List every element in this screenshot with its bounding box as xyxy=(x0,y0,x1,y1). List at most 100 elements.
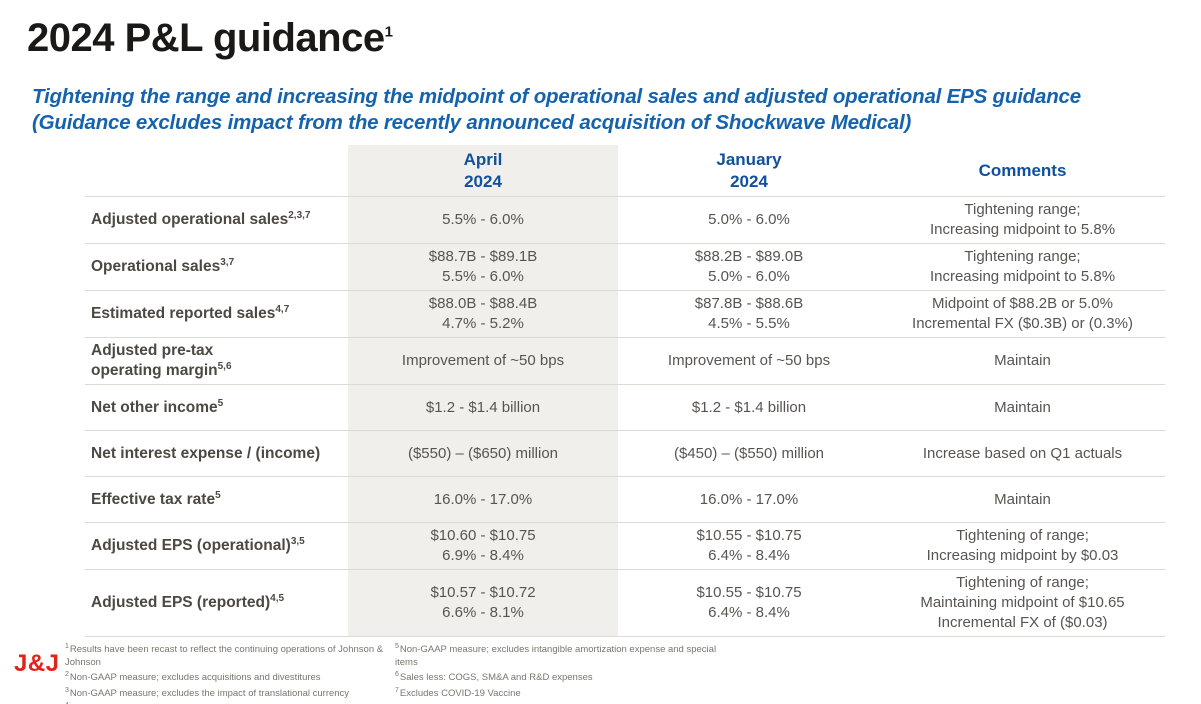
cell-january-2024: 5.0% - 6.0% xyxy=(618,207,880,233)
row-label: Net other income5 xyxy=(85,395,348,421)
page-title: 2024 P&L guidance1 xyxy=(27,16,393,61)
header-empty-cell xyxy=(85,168,348,174)
row-label: Adjusted EPS (operational)3,5 xyxy=(85,533,348,559)
row-label-text: Effective tax rate xyxy=(91,490,216,508)
footnote-marker: 5 xyxy=(395,643,399,650)
table-row: Adjusted pre-tax operating margin5,6 Impro… xyxy=(85,337,1165,384)
row-label-text: Adjusted EPS (operational) xyxy=(91,537,291,554)
footnote-marker: 1 xyxy=(65,643,69,650)
footnote-text: Sales less: COGS, SM&A and R&D expenses xyxy=(399,672,593,684)
cell-line: Maintain xyxy=(994,490,1051,508)
cell-january-2024: 16.0% - 17.0% xyxy=(618,487,880,513)
cell-comments: Tightening range; Increasing midpoint to … xyxy=(880,197,1165,243)
cell-april-2024: Improvement of ~50 bps xyxy=(348,338,618,384)
footnote-ref: 2,3,7 xyxy=(288,209,311,221)
footnote-marker: 4 xyxy=(65,702,69,704)
footnote-ref: 4,5 xyxy=(270,592,285,604)
cell-line: 6.9% - 8.4% xyxy=(442,547,524,564)
cell-line: Incremental FX of ($0.03) xyxy=(937,614,1108,631)
header-comments-label: Comments xyxy=(978,160,1067,180)
cell-january-2024: $88.2B - $89.0B 5.0% - 6.0% xyxy=(618,244,880,290)
table-row: Adjusted EPS (operational)3,5 $10.60 - $1… xyxy=(85,522,1165,569)
cell-line: $1.2 - $1.4 billion xyxy=(425,398,541,416)
cell-line: 16.0% - 17.0% xyxy=(699,490,799,508)
cell-january-2024: $10.55 - $10.75 6.4% - 8.4% xyxy=(618,523,880,569)
cell-comments: Maintain xyxy=(880,487,1165,513)
table-row: Estimated reported sales4,7 $88.0B - $88.… xyxy=(85,290,1165,337)
cell-line: $88.0B - $88.4B xyxy=(428,295,538,312)
cell-line: $1.2 - $1.4 billion xyxy=(691,398,807,416)
page-title-text: 2024 P&L guidance xyxy=(27,16,385,60)
table-header-row: April 2024 January 2024 Comments xyxy=(85,145,1165,196)
header-april-2024: April 2024 xyxy=(348,145,618,196)
table-row: Adjusted operational sales2,3,7 5.5% - 6.… xyxy=(85,196,1165,243)
cell-comments: Midpoint of $88.2B or 5.0% Incremental FX… xyxy=(880,291,1165,337)
header-april-line-1: April xyxy=(463,149,503,169)
header-january-line-1: January xyxy=(716,149,782,169)
cell-line: Maintaining midpoint of $10.65 xyxy=(920,594,1125,611)
row-label-text: Net other income xyxy=(91,398,218,416)
footnote-text: Non-GAAP measure; excludes intangible am… xyxy=(395,644,717,668)
cell-line: $88.2B - $89.0B xyxy=(694,248,804,265)
cell-april-2024: ($550) – ($650) million xyxy=(348,431,618,476)
cell-line: ($550) – ($650) million xyxy=(407,444,559,462)
cell-january-2024: $87.8B - $88.6B 4.5% - 5.5% xyxy=(618,291,880,337)
subtitle-line-1: Tightening the range and increasing the … xyxy=(32,85,1081,108)
cell-line: $87.8B - $88.6B xyxy=(694,295,804,312)
cell-april-2024: $88.7B - $89.1B 5.5% - 6.0% xyxy=(348,244,618,290)
footnote: Note: Values may be rounded xyxy=(395,700,725,704)
guidance-table: April 2024 January 2024 Comments Adjuste… xyxy=(85,145,1165,637)
table-row: Effective tax rate5 16.0% - 17.0% 16.0% - … xyxy=(85,476,1165,522)
cell-comments: Tightening of range; Increasing midpoint … xyxy=(880,523,1165,569)
footnote-text: Results have been recast to reflect the … xyxy=(65,644,384,668)
footnote-ref: 5 xyxy=(217,397,224,409)
cell-line: Incremental FX ($0.3B) or (0.3%) xyxy=(912,315,1133,332)
footnote: 6Sales less: COGS, SM&A and R&D expenses xyxy=(395,669,725,685)
footnote-ref: 5,6 xyxy=(217,360,232,372)
cell-january-2024: Improvement of ~50 bps xyxy=(618,348,880,374)
footnote-marker: 7 xyxy=(395,686,399,694)
cell-comments: Tightening of range; Maintaining midpoint… xyxy=(880,570,1165,636)
table-row: Net interest expense / (income) ($550) – … xyxy=(85,430,1165,476)
cell-line: 4.7% - 5.2% xyxy=(442,315,524,332)
footnote: 3Non-GAAP measure; excludes the impact o… xyxy=(65,685,395,701)
title-footnote-ref: 1 xyxy=(384,23,393,41)
table-body: Adjusted operational sales2,3,7 5.5% - 6.… xyxy=(85,196,1165,637)
cell-january-2024: ($450) – ($550) million xyxy=(618,441,880,467)
cell-line: Increase based on Q1 actuals xyxy=(922,444,1123,462)
cell-april-2024: 5.5% - 6.0% xyxy=(348,197,618,243)
header-january-line-2: 2024 xyxy=(730,171,768,191)
footnote: 5Non-GAAP measure; excludes intangible a… xyxy=(395,641,725,669)
row-label-text: Adjusted EPS (reported) xyxy=(91,594,271,611)
cell-line: 6.4% - 8.4% xyxy=(708,604,790,621)
cell-line: Increasing midpoint to 5.8% xyxy=(929,268,1116,285)
cell-april-2024: $88.0B - $88.4B 4.7% - 5.2% xyxy=(348,291,618,337)
cell-line: $10.57 - $10.72 xyxy=(430,584,536,601)
cell-april-2024: $10.60 - $10.75 6.9% - 8.4% xyxy=(348,523,618,569)
row-label: Adjusted operational sales2,3,7 xyxy=(85,207,348,233)
cell-january-2024: $1.2 - $1.4 billion xyxy=(618,395,880,421)
row-label: Adjusted EPS (reported)4,5 xyxy=(85,590,348,616)
row-label: Operational sales3,7 xyxy=(85,254,348,280)
cell-line: Maintain xyxy=(994,352,1051,369)
footnote: 1Results have been recast to reflect the… xyxy=(65,641,395,669)
cell-line: Tightening of range; xyxy=(956,574,1089,591)
cell-line: 5.5% - 6.0% xyxy=(442,268,524,285)
footnote: 2Non-GAAP measure; excludes acquisitions… xyxy=(65,669,395,685)
cell-line: 5.5% - 6.0% xyxy=(442,211,524,228)
footnote-text: Non-GAAP measure; excludes the impact of… xyxy=(69,687,350,699)
row-label-text: Adjusted operational sales xyxy=(91,211,289,228)
cell-line: Increasing midpoint by $0.03 xyxy=(926,547,1119,564)
row-label-text: Net interest expense / (income) xyxy=(91,444,321,462)
cell-comments: Maintain xyxy=(880,348,1165,374)
row-label: Adjusted pre-tax operating margin5,6 xyxy=(85,338,348,384)
cell-line: Improvement of ~50 bps xyxy=(667,352,831,369)
row-label-text: Adjusted pre-tax xyxy=(91,342,214,359)
cell-april-2024: $1.2 - $1.4 billion xyxy=(348,385,618,430)
cell-line: 16.0% - 17.0% xyxy=(433,490,533,508)
subtitle-line-2: (Guidance excludes impact from the recen… xyxy=(32,111,912,134)
footnote-marker: 2 xyxy=(65,671,69,679)
row-label: Net interest expense / (income) xyxy=(85,441,348,467)
cell-line: 6.4% - 8.4% xyxy=(708,547,790,564)
